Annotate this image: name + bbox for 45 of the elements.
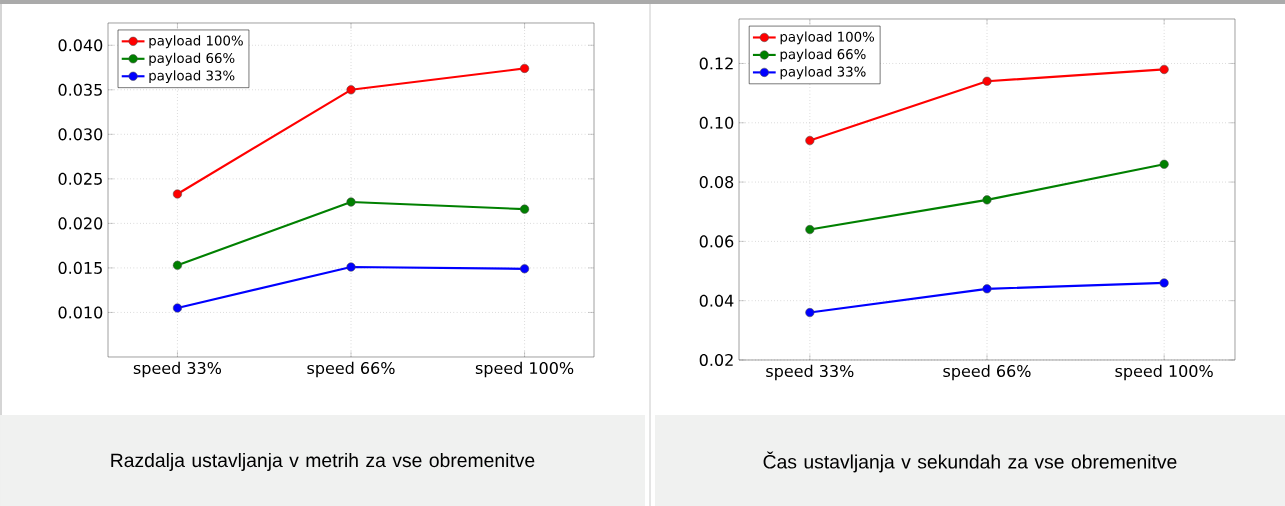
x-tick-label: speed 33% <box>766 364 854 381</box>
y-tick-label: 0.010 <box>58 306 103 319</box>
point <box>520 204 530 214</box>
text: Čas ustavljanja v sekundah za vse obremenitve <box>763 451 1177 473</box>
y-tick-label: 0.02 <box>699 353 733 367</box>
y-tick-label: 0.015 <box>58 261 102 274</box>
y-tick-label: 0.04 <box>699 294 734 307</box>
point <box>982 195 992 205</box>
x-tick-label: speed 66% <box>307 361 395 378</box>
legend-label: payload 66% <box>149 52 235 66</box>
point <box>172 303 182 313</box>
legend-label: payload 33% <box>780 66 866 80</box>
point <box>1159 278 1169 288</box>
legend-label: payload 33% <box>149 70 235 84</box>
y-tick-label: 0.030 <box>58 128 103 141</box>
point <box>805 136 815 146</box>
text: Razdalja ustavljanja v metrih za vse obremenitve <box>111 452 535 471</box>
point <box>346 85 356 95</box>
point <box>805 308 815 318</box>
point <box>520 63 530 73</box>
y-tick-label: 0.025 <box>58 172 102 185</box>
point <box>805 224 815 235</box>
y-tick-label: 0.020 <box>58 217 103 230</box>
x-tick-label: speed 100% <box>475 361 574 378</box>
point <box>172 189 182 199</box>
point <box>1159 159 1169 169</box>
y-tick-label: 0.06 <box>699 235 734 248</box>
point <box>520 264 530 274</box>
point <box>346 197 356 207</box>
point <box>982 76 992 86</box>
point <box>1159 64 1169 74</box>
point <box>172 260 182 270</box>
y-tick-label: 0.035 <box>58 83 102 96</box>
x-tick-label: speed 100% <box>1115 364 1213 381</box>
x-tick-label: speed 66% <box>943 364 1031 381</box>
legend-label: payload 100% <box>149 35 243 49</box>
y-tick-label: 0.10 <box>699 116 734 129</box>
y-tick-label: 0.040 <box>58 39 103 52</box>
x-tick-label: speed 33% <box>133 361 222 378</box>
legend-label: payload 66% <box>780 48 866 62</box>
legend-label: payload 100% <box>780 31 875 45</box>
point <box>982 284 992 294</box>
y-tick-label: 0.12 <box>699 57 733 70</box>
point <box>346 262 356 272</box>
y-tick-label: 0.08 <box>699 176 734 189</box>
